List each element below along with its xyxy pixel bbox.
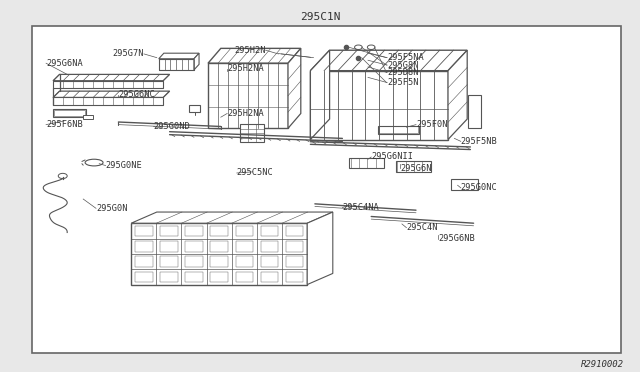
Polygon shape	[159, 59, 194, 70]
Bar	[349, 158, 384, 168]
Text: 295D8N: 295D8N	[387, 68, 419, 77]
Polygon shape	[131, 223, 307, 285]
Bar	[185, 241, 203, 251]
Bar	[260, 241, 278, 251]
Bar	[211, 256, 228, 267]
Polygon shape	[53, 81, 163, 88]
Bar	[379, 126, 418, 133]
Bar	[211, 241, 228, 251]
Text: 295G6N: 295G6N	[400, 164, 431, 173]
Bar	[189, 105, 200, 112]
Bar	[53, 109, 86, 117]
Text: 295G6NC: 295G6NC	[118, 90, 155, 99]
Bar	[185, 256, 203, 267]
Polygon shape	[310, 71, 448, 140]
Text: 295G6NA: 295G6NA	[46, 59, 83, 68]
Text: 295G8N: 295G8N	[387, 61, 419, 70]
Text: 295H2NA: 295H2NA	[227, 109, 264, 118]
Bar	[135, 256, 152, 267]
Bar	[236, 241, 253, 251]
Polygon shape	[131, 212, 333, 223]
Text: 295G0NC: 295G0NC	[461, 183, 497, 192]
Bar	[451, 179, 478, 190]
Text: 295C4N: 295C4N	[406, 223, 438, 232]
Polygon shape	[208, 63, 288, 128]
Bar	[211, 225, 228, 236]
Bar	[54, 110, 85, 116]
Bar	[286, 256, 303, 267]
Bar	[160, 225, 178, 236]
Bar	[211, 272, 228, 282]
Bar	[135, 272, 152, 282]
Polygon shape	[194, 53, 199, 70]
Text: 295F5NB: 295F5NB	[461, 137, 497, 146]
Bar	[32, 26, 621, 353]
Polygon shape	[53, 97, 163, 105]
Bar	[236, 225, 253, 236]
Polygon shape	[208, 48, 301, 63]
Bar	[135, 241, 152, 251]
Bar	[260, 256, 278, 267]
Bar	[260, 272, 278, 282]
Text: 295G6NII: 295G6NII	[371, 153, 413, 161]
Text: 295H2N: 295H2N	[234, 46, 266, 55]
Text: 295G0NE: 295G0NE	[106, 161, 142, 170]
Text: 295F0N: 295F0N	[416, 120, 447, 129]
Text: 295F5N: 295F5N	[387, 78, 419, 87]
Bar	[286, 241, 303, 251]
Polygon shape	[310, 50, 330, 140]
Text: 295F5NA: 295F5NA	[387, 53, 424, 62]
Bar	[286, 225, 303, 236]
Text: 295H2NA: 295H2NA	[227, 64, 264, 73]
Bar	[396, 161, 431, 172]
Polygon shape	[53, 91, 170, 97]
Text: R2910002: R2910002	[581, 360, 624, 369]
Polygon shape	[468, 95, 481, 128]
Text: 295C5NC: 295C5NC	[237, 169, 273, 177]
Bar	[236, 272, 253, 282]
Polygon shape	[448, 50, 467, 140]
Text: 295G7N: 295G7N	[113, 49, 144, 58]
Polygon shape	[307, 212, 333, 285]
Bar	[240, 124, 264, 142]
Bar	[160, 272, 178, 282]
Text: 295G0N: 295G0N	[96, 204, 127, 213]
Text: 295G6NB: 295G6NB	[438, 234, 475, 243]
Bar	[185, 225, 203, 236]
Polygon shape	[310, 50, 467, 71]
Text: 295C4NA: 295C4NA	[342, 203, 379, 212]
Bar	[160, 241, 178, 251]
Bar	[260, 225, 278, 236]
Bar	[236, 256, 253, 267]
Bar	[83, 115, 93, 119]
Text: 295C1N: 295C1N	[300, 12, 340, 22]
Polygon shape	[159, 53, 199, 59]
Polygon shape	[53, 74, 170, 81]
Text: 295F6NB: 295F6NB	[46, 120, 83, 129]
Bar	[185, 272, 203, 282]
Ellipse shape	[85, 159, 103, 166]
Bar	[286, 272, 303, 282]
Bar	[160, 256, 178, 267]
Bar	[135, 225, 152, 236]
Polygon shape	[288, 48, 301, 128]
Bar	[378, 126, 419, 134]
Text: 295G0ND: 295G0ND	[154, 122, 190, 131]
